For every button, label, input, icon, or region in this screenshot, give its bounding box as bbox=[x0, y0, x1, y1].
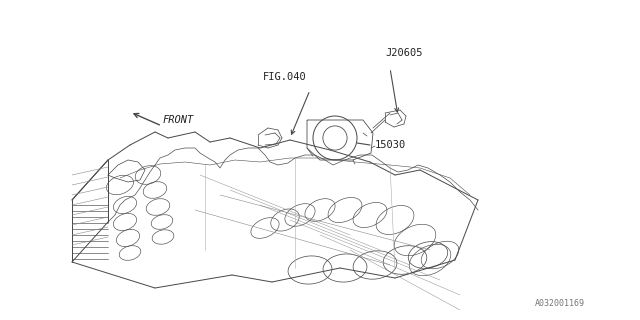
Text: A032001169: A032001169 bbox=[535, 299, 585, 308]
Text: 15030: 15030 bbox=[375, 140, 406, 150]
Text: J20605: J20605 bbox=[385, 48, 422, 58]
Text: FRONT: FRONT bbox=[163, 115, 195, 125]
Text: FIG.040: FIG.040 bbox=[263, 72, 307, 82]
